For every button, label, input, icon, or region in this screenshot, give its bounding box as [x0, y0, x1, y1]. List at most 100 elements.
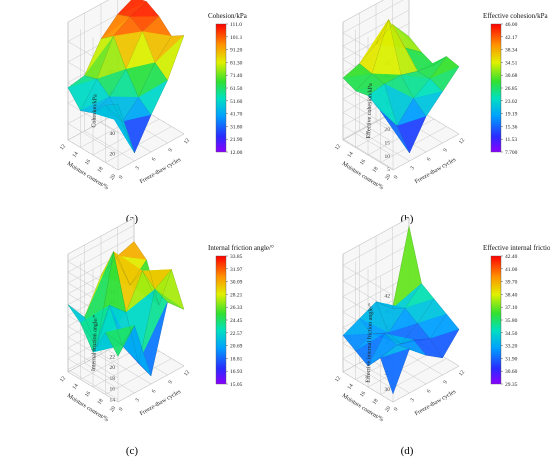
surface-meshline [355, 283, 422, 351]
z-tick-label: 42 [385, 293, 391, 299]
y-axis-label: Freeze-thaw cycles [139, 157, 183, 186]
colorbar-tick-label: 29.35 [505, 382, 518, 388]
y-tick-label: 12 [183, 137, 191, 145]
x-tick-label: 12 [334, 375, 342, 383]
surface-meshline [100, 35, 152, 116]
panel-label: (d) [401, 445, 414, 457]
surface-facet [105, 325, 135, 357]
z-axis-label: Cohesion/kPa [91, 94, 98, 128]
panel-d: 303234363840421214161820036912Moisture c… [334, 217, 550, 457]
x-tick-label: 20 [109, 405, 117, 413]
y-tick-label: 9 [442, 147, 449, 153]
surface-meshline [392, 24, 443, 92]
surface-meshline [117, 35, 185, 154]
surface-meshline [105, 36, 172, 123]
y-tick-label: 3 [134, 165, 141, 171]
x-tick-label: 20 [384, 405, 392, 413]
colorbar-tick-label: 30.60 [505, 369, 518, 375]
colorbar-tick-label: 12.00 [230, 150, 243, 156]
surface-facet [105, 104, 135, 153]
colorbar-tick-label: 30.09 [230, 280, 243, 286]
panel-a: 204060801001214161820036912Moisture cont… [59, 0, 248, 225]
surface-meshline [342, 335, 394, 394]
y-tick-label: 9 [442, 379, 449, 385]
colorbar-tick-label: 101.1 [230, 35, 243, 41]
x-tick-label: 16 [359, 390, 367, 398]
colorbar-tick-label: 91.20 [230, 48, 243, 54]
x-tick-label: 12 [334, 143, 342, 151]
surface-meshline [80, 251, 147, 347]
colorbar-tick-label: 111.0 [230, 22, 242, 28]
x-tick-label: 18 [372, 398, 380, 406]
surface-facet [380, 348, 410, 395]
colorbar-tick-label: 15.05 [230, 382, 243, 388]
colorbar-tick-label: 23.02 [505, 99, 518, 105]
colorbar-tick-label: 34.50 [505, 331, 518, 337]
colorbar-title: Effective cohesion/kPa [483, 12, 548, 20]
y-tick-label: 3 [134, 397, 141, 403]
y-tick-label: 6 [426, 388, 433, 394]
colorbar-tick-label: 31.90 [505, 356, 518, 362]
surface-meshline [380, 56, 447, 127]
colorbar-tick-label: 7.700 [505, 150, 518, 156]
x-tick-label: 14 [72, 383, 80, 391]
surface-meshline [67, 0, 132, 88]
colorbar-tick-label: 34.51 [505, 60, 518, 66]
colorbar-tick-label: 26.85 [505, 86, 518, 92]
colorbar-tick-label: 22.57 [230, 331, 243, 337]
y-tick-label: 12 [458, 369, 466, 377]
colorbar-tick-label: 26.33 [230, 305, 243, 311]
surface-meshline [367, 298, 435, 367]
colorbar-tick-label: 19.19 [505, 112, 518, 118]
surface-meshline [117, 301, 185, 377]
surface-meshline [67, 304, 119, 357]
y-tick-label: 0 [393, 174, 400, 180]
x-tick-label: 14 [72, 151, 80, 159]
colorbar-title: Effective internal friction angle/° [483, 244, 550, 252]
colorbar-tick-label: 42.40 [505, 254, 518, 260]
y-axis-label: Freeze-thaw cycles [414, 157, 458, 186]
colorbar-tick-label: 38.40 [505, 292, 518, 298]
z-tick-label: 22 [110, 354, 116, 360]
surface-meshline [117, 255, 168, 303]
colorbar-tick-label: 71.40 [230, 73, 243, 79]
colorbar [490, 23, 502, 153]
floor-gridline [105, 126, 172, 163]
surface-meshline [100, 251, 152, 376]
x-tick-label: 12 [59, 375, 67, 383]
floor-gridline [100, 353, 152, 385]
colorbar-tick-label: 51.60 [230, 99, 243, 105]
surface-meshline [359, 63, 410, 153]
y-tick-label: 9 [167, 379, 174, 385]
surface-facet [380, 110, 410, 153]
panel-c: 14161820222426283032341214161820036912Mo… [59, 217, 274, 457]
z-tick-label: 14 [110, 398, 116, 404]
surface-meshline [375, 19, 427, 117]
surface-meshline [392, 307, 443, 358]
x-tick-label: 14 [347, 383, 355, 391]
colorbar-tick-label: 28.21 [230, 292, 243, 298]
z-tick-label: 18 [110, 376, 116, 382]
colorbar-tick-label: 38.34 [505, 48, 518, 54]
colorbar-tick-label: 42.17 [505, 35, 518, 41]
surface-meshline [141, 0, 185, 37]
surface-meshline [133, 241, 185, 310]
colorbar-tick-label: 41.00 [505, 267, 518, 273]
colorbar-tick-label: 11.53 [505, 137, 517, 143]
y-tick-label: 12 [458, 137, 466, 145]
surface-meshline [355, 19, 422, 91]
z-axis-label: Internal friction angle/° [90, 314, 99, 371]
surface-meshline [380, 314, 447, 359]
z-tick-label: 30 [385, 387, 391, 393]
y-tick-label: 12 [183, 369, 191, 377]
colorbar-tick-label: 35.80 [505, 318, 518, 324]
x-tick-label: 14 [347, 151, 355, 159]
colorbar-title: Internal friction angle/° [208, 244, 274, 252]
y-axis-label: Freeze-thaw cycles [414, 389, 458, 418]
y-tick-label: 0 [118, 174, 125, 180]
surface-meshline [84, 75, 135, 153]
z-tick-label: 15 [385, 140, 391, 146]
y-tick-label: 3 [409, 397, 416, 403]
floor-gridline [117, 133, 185, 171]
surface-meshline [67, 87, 119, 114]
